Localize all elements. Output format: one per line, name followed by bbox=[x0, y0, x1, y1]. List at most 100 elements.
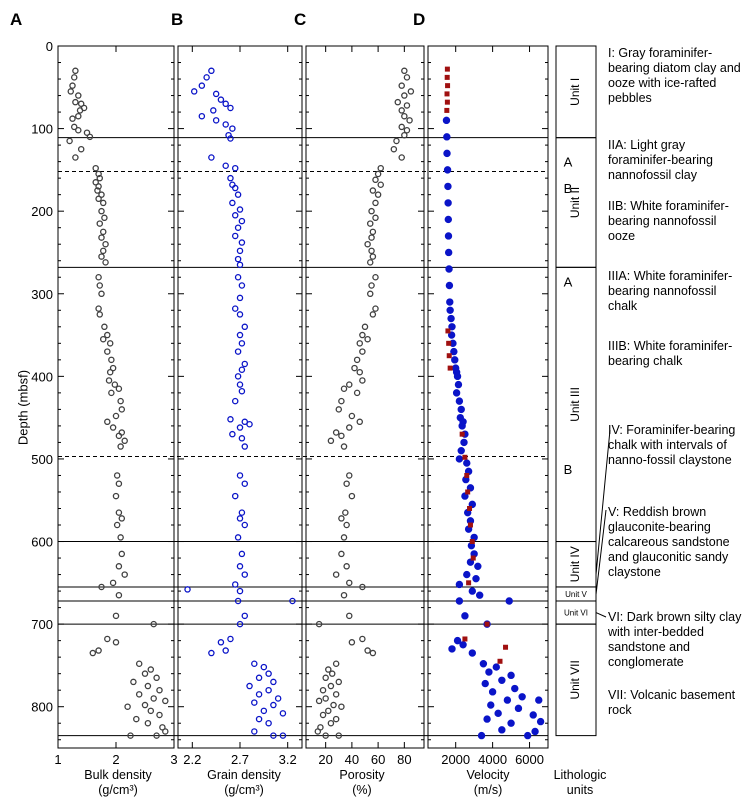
data-point-bulk-density bbox=[70, 74, 78, 81]
data-point-porosity bbox=[401, 92, 408, 99]
data-point-grain-density bbox=[231, 305, 239, 312]
data-point-grain-density bbox=[227, 635, 234, 643]
data-point-porosity bbox=[364, 335, 371, 343]
data-point-velocity bbox=[445, 281, 454, 290]
data-point-bulk-density bbox=[96, 311, 104, 318]
data-point-porosity bbox=[343, 563, 350, 570]
data-point-porosity bbox=[368, 282, 375, 289]
data-point-porosity bbox=[338, 515, 345, 522]
data-point-porosity bbox=[359, 331, 366, 339]
data-point-bulk-density bbox=[113, 472, 121, 479]
data-point-porosity bbox=[343, 480, 350, 487]
data-point-grain-density bbox=[222, 100, 229, 108]
description-unit-i: I: Gray foraminifer-bearing diatom clay … bbox=[608, 46, 741, 105]
data-point-velocity bbox=[461, 612, 469, 620]
data-point-velocity bbox=[479, 660, 488, 668]
data-point-porosity bbox=[327, 719, 335, 727]
data-point-velocity bbox=[492, 663, 501, 671]
subunit-label: A bbox=[564, 274, 573, 289]
data-point-grain-density bbox=[236, 261, 244, 269]
description-connector bbox=[595, 612, 607, 618]
data-point-bulk-density bbox=[156, 686, 163, 694]
data-point-porosity bbox=[338, 550, 345, 558]
description-unit-v: V: Reddish brown glauconite-bearing calc… bbox=[608, 505, 730, 579]
data-point-grain-density bbox=[265, 670, 272, 677]
data-point-grain-density bbox=[222, 121, 229, 128]
data-point-grain-density bbox=[238, 550, 246, 558]
data-point-velocity bbox=[453, 636, 462, 645]
data-point-velocity bbox=[450, 347, 458, 356]
data-point-velocity bbox=[535, 696, 543, 704]
data-point-velocity bbox=[455, 397, 464, 405]
data-point-velocity bbox=[483, 715, 491, 723]
data-point-porosity bbox=[322, 695, 329, 702]
data-point-porosity bbox=[335, 406, 343, 413]
data-point-grain-density bbox=[238, 282, 246, 289]
data-point-bulk-density bbox=[92, 179, 99, 186]
data-point-porosity bbox=[361, 323, 369, 331]
data-point-velocity bbox=[468, 587, 477, 595]
data-point-bulk-density bbox=[113, 521, 121, 529]
data-point-grain-density bbox=[241, 571, 249, 578]
data-point-velocity bbox=[518, 693, 526, 701]
x-tick-label: 3 bbox=[170, 752, 177, 767]
data-point-velocity-square bbox=[497, 658, 503, 664]
panel-letter-d: D bbox=[413, 10, 426, 29]
y-tick-label: 700 bbox=[31, 617, 53, 632]
data-point-grain-density bbox=[246, 421, 253, 428]
y-tick-label: 200 bbox=[31, 204, 53, 219]
data-point-velocity bbox=[466, 558, 475, 566]
x-axis-label-grain-density: Grain density (g/cm³) bbox=[184, 768, 304, 798]
data-point-grain-density bbox=[234, 255, 242, 263]
data-point-velocity bbox=[463, 459, 471, 467]
data-point-porosity bbox=[325, 666, 332, 673]
data-point-velocity bbox=[447, 314, 455, 323]
data-point-bulk-density bbox=[95, 183, 102, 190]
data-point-bulk-density bbox=[86, 133, 94, 141]
data-point-grain-density bbox=[190, 88, 198, 95]
data-point-bulk-density bbox=[66, 137, 73, 145]
data-point-grain-density bbox=[279, 732, 287, 739]
x-axis-label-grain-line1: Grain density bbox=[207, 768, 281, 782]
data-point-porosity bbox=[377, 181, 384, 188]
x-tick-label: 4000 bbox=[478, 752, 507, 767]
data-point-velocity bbox=[460, 438, 468, 447]
y-tick-label: 500 bbox=[31, 452, 53, 467]
data-point-grain-density bbox=[231, 492, 239, 500]
data-point-velocity bbox=[448, 323, 456, 331]
data-point-bulk-density bbox=[112, 412, 120, 420]
data-point-porosity bbox=[369, 253, 377, 260]
data-point-porosity bbox=[369, 649, 377, 657]
data-point-porosity bbox=[366, 220, 374, 227]
data-point-velocity-square bbox=[467, 505, 473, 511]
description-unit-iv: IV: Foraminifer-bearing chalk with inter… bbox=[608, 423, 736, 467]
data-point-porosity bbox=[338, 397, 345, 405]
data-point-velocity bbox=[485, 668, 493, 676]
lithologic-unit-label: Unit V bbox=[565, 590, 587, 599]
data-point-velocity bbox=[446, 306, 454, 314]
data-point-bulk-density bbox=[112, 639, 120, 646]
data-point-velocity-square bbox=[465, 489, 471, 495]
data-point-grain-density bbox=[255, 691, 263, 698]
data-point-grain-density bbox=[236, 472, 244, 479]
data-point-grain-density bbox=[251, 728, 258, 735]
data-point-porosity bbox=[346, 579, 353, 587]
data-point-grain-density bbox=[241, 323, 249, 331]
data-point-porosity bbox=[327, 682, 335, 690]
data-point-grain-density bbox=[238, 435, 246, 442]
data-point-bulk-density bbox=[96, 174, 104, 182]
data-point-grain-density bbox=[208, 154, 215, 161]
data-point-grain-density bbox=[265, 686, 272, 694]
data-point-velocity bbox=[487, 701, 495, 709]
data-point-bulk-density bbox=[104, 348, 111, 355]
data-point-velocity bbox=[531, 727, 539, 736]
panel-letter-b: B bbox=[171, 10, 184, 29]
description-connectors bbox=[595, 429, 611, 618]
data-point-bulk-density bbox=[121, 571, 128, 578]
data-point-grain-density bbox=[212, 90, 220, 98]
description-unit-iib: IIB: White foraminifer-bearing nannofoss… bbox=[608, 199, 729, 243]
data-point-velocity-square bbox=[446, 340, 452, 346]
data-point-velocity-square bbox=[469, 539, 475, 545]
data-point-grain-density bbox=[231, 232, 239, 240]
data-point-velocity bbox=[498, 726, 506, 734]
